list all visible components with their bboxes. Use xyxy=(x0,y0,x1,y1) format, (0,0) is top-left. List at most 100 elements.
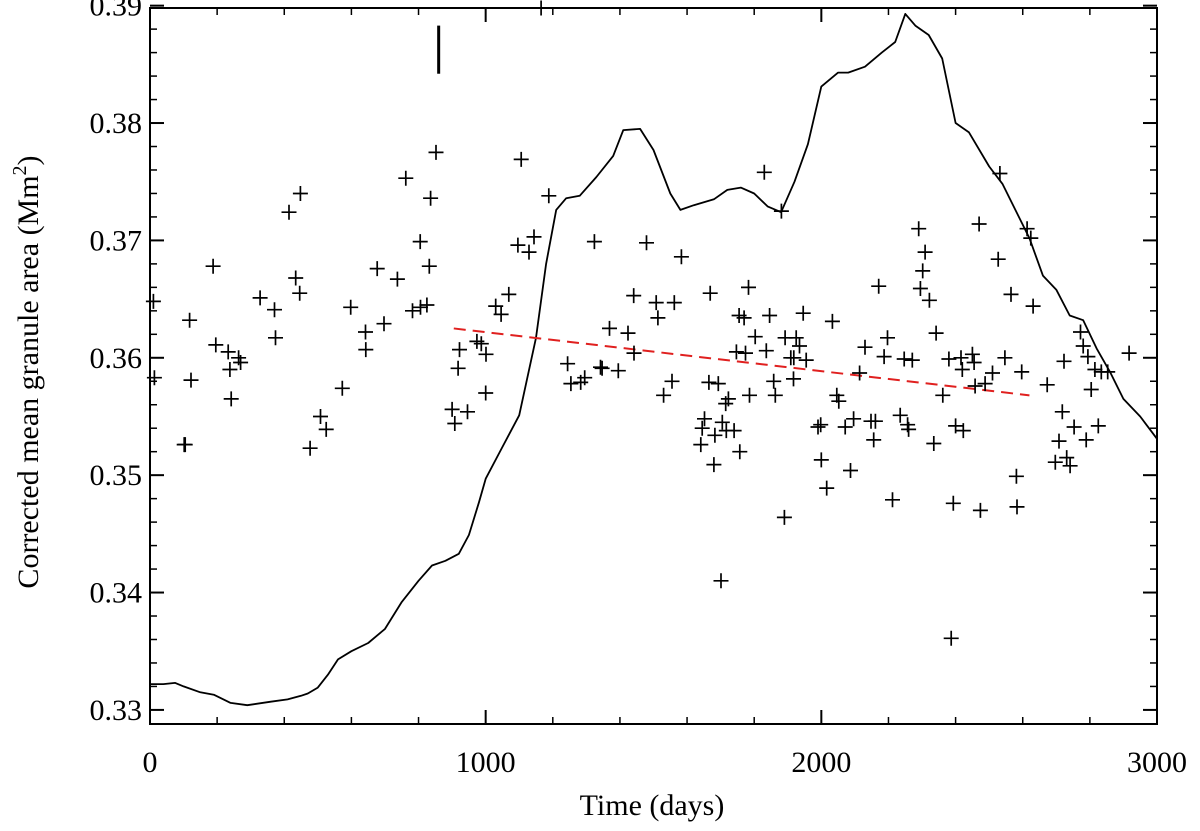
data-point-marker xyxy=(786,371,801,387)
data-point-marker xyxy=(673,249,689,265)
data-point-marker xyxy=(460,404,475,420)
data-point-marker xyxy=(145,293,161,309)
data-point-marker xyxy=(977,376,993,392)
data-point-marker xyxy=(358,324,373,340)
data-point-marker xyxy=(423,190,439,206)
data-point-marker xyxy=(1023,230,1039,246)
data-point-marker xyxy=(1078,432,1094,448)
data-point-marker xyxy=(926,436,942,451)
data-point-marker xyxy=(967,378,983,394)
data-point-marker xyxy=(707,427,723,443)
data-point-marker xyxy=(972,502,988,518)
data-point-marker xyxy=(452,342,467,358)
data-point-marker xyxy=(450,360,466,376)
data-point-marker xyxy=(593,359,608,375)
y-tick-label: 0.36 xyxy=(90,342,143,375)
data-point-marker xyxy=(626,345,642,361)
data-point-marker xyxy=(334,380,350,396)
y-axis-title: Corrected mean granule area (Mm2) xyxy=(9,155,45,588)
data-point-marker xyxy=(182,312,198,328)
data-point-marker xyxy=(831,393,847,409)
x-tick-label: 3000 xyxy=(1127,746,1187,779)
data-point-marker xyxy=(1039,377,1055,393)
data-point-marker xyxy=(610,363,626,379)
data-point-marker xyxy=(985,365,1000,381)
data-point-marker xyxy=(205,258,221,274)
data-point-marker xyxy=(1003,286,1019,302)
data-point-marker xyxy=(767,387,783,403)
data-point-marker xyxy=(904,352,920,368)
y-tick-label: 0.39 xyxy=(90,0,143,23)
data-point-marker xyxy=(788,330,804,346)
x-tick-label: 1000 xyxy=(456,746,516,779)
data-point-marker xyxy=(824,313,840,329)
data-point-marker xyxy=(493,306,509,322)
data-point-marker xyxy=(798,352,814,368)
data-point-marker xyxy=(773,203,789,219)
data-point-marker xyxy=(252,290,268,306)
data-point-marker xyxy=(857,339,873,355)
data-point-marker xyxy=(819,480,835,496)
y-tick-label: 0.38 xyxy=(90,107,143,140)
y-tick-label: 0.35 xyxy=(90,459,143,492)
data-point-marker xyxy=(955,423,971,439)
y-axis-title-superscript: 2 xyxy=(9,165,31,175)
data-point-marker xyxy=(1073,324,1088,340)
data-point-marker xyxy=(896,351,912,367)
axis-ticks-layer: 0 1000 2000 3000 0.33 0.34 0.35 0.36 0.37 0.38 0.3… xyxy=(90,0,1188,779)
data-point-marker xyxy=(758,343,774,359)
data-point-marker xyxy=(223,391,239,407)
trend-line xyxy=(453,327,1030,397)
data-point-marker xyxy=(664,373,680,389)
data-point-marker xyxy=(1083,382,1099,397)
data-point-marker xyxy=(666,295,682,311)
data-point-marker xyxy=(1019,221,1035,237)
data-point-marker xyxy=(419,297,435,313)
data-point-marker xyxy=(586,234,602,250)
data-point-marker xyxy=(541,188,557,204)
data-point-marker xyxy=(997,350,1013,366)
data-point-marker xyxy=(1008,468,1024,484)
data-point-marker xyxy=(1075,338,1091,354)
data-point-marker xyxy=(1051,433,1067,449)
plot-frame xyxy=(149,7,1158,725)
data-point-marker xyxy=(935,387,951,403)
scatter-points-layer xyxy=(145,0,1137,646)
data-point-marker xyxy=(369,261,385,277)
data-point-marker xyxy=(220,344,236,360)
data-point-marker xyxy=(208,337,224,353)
data-point-marker xyxy=(358,342,374,358)
data-point-marker xyxy=(943,630,959,646)
data-point-marker xyxy=(513,151,529,167)
data-point-marker xyxy=(843,463,858,478)
data-point-marker xyxy=(1047,454,1063,470)
data-point-marker xyxy=(852,365,868,381)
data-point-marker xyxy=(478,346,494,362)
x-axis-title: Time (days) xyxy=(580,789,725,822)
data-point-marker xyxy=(389,271,405,287)
data-point-marker xyxy=(183,372,199,388)
data-point-marker xyxy=(268,330,283,346)
data-point-marker xyxy=(302,440,318,456)
data-point-marker xyxy=(428,144,444,160)
data-point-marker xyxy=(488,298,504,314)
y-axis-title-main: Corrected mean granule area (Mm xyxy=(12,175,45,588)
data-point-marker xyxy=(602,320,617,336)
data-point-marker xyxy=(714,414,730,430)
data-point-marker xyxy=(786,350,802,366)
data-point-marker xyxy=(901,421,917,437)
data-point-marker xyxy=(953,350,969,366)
data-point-marker xyxy=(288,270,304,286)
data-point-marker xyxy=(526,229,542,245)
x-tick-label: 0 xyxy=(143,746,158,779)
data-point-marker xyxy=(990,251,1006,267)
data-point-marker xyxy=(1087,362,1103,377)
data-point-marker xyxy=(626,288,642,304)
data-point-marker xyxy=(945,495,961,511)
data-point-marker xyxy=(885,492,900,508)
data-point-marker xyxy=(447,416,463,431)
data-point-marker xyxy=(912,281,928,296)
data-point-marker xyxy=(693,437,709,453)
data-point-marker xyxy=(405,303,420,319)
